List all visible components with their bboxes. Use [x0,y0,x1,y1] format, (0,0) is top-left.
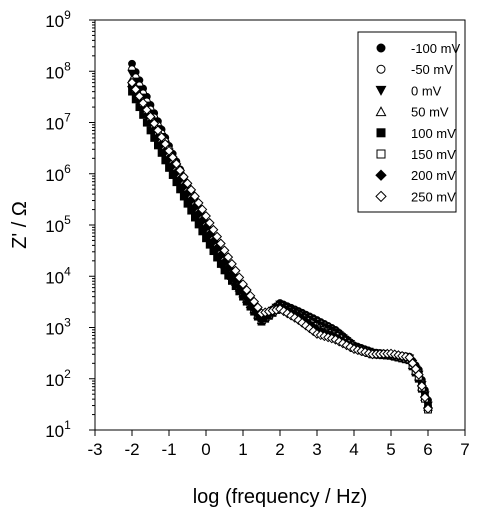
y-tick-label: 101 [45,418,71,441]
y-tick-label: 102 [45,367,71,390]
data-point [164,145,174,156]
legend-marker [376,43,386,53]
x-tick-label: -2 [124,440,139,459]
data-point [138,98,149,109]
data-point [249,296,260,307]
y-axis: 101 102 103 104 105 106 107 108 109 [45,8,95,441]
data-point [160,139,171,149]
data-point [230,265,241,276]
y-tick-label: 106 [45,162,71,185]
y-tick-label: 109 [45,8,71,31]
legend-marker [375,190,387,203]
series-7 [127,77,433,414]
data-point [419,392,430,403]
legend-label: 150 mV [411,147,456,162]
data-point [130,84,141,95]
data-point [193,197,204,208]
legend-marker [376,149,386,159]
y-tick-label: 107 [45,111,71,134]
legend-marker [375,169,387,181]
legend-marker [376,128,386,138]
legend-label: 50 mV [411,105,449,120]
data-point [134,91,145,102]
data-point [127,69,137,79]
legend-marker [375,106,387,117]
data-point [186,184,197,195]
data-point [156,132,167,143]
y-tick-label: 103 [45,316,71,339]
data-point [241,285,252,295]
data-point [175,165,186,176]
x-tick-label: 6 [423,440,432,459]
y-axis-label: Z' / Ω [9,201,31,249]
legend-label: 0 mV [411,83,442,98]
x-axis-label: log (frequency / Hz) [193,486,368,508]
data-point [178,171,189,182]
data-point [201,211,211,221]
y-tick-label: 108 [45,59,71,82]
data-point [215,238,226,249]
legend-label: -100 mV [411,41,460,56]
data-point [141,104,152,115]
y-tick-label: 104 [45,264,71,287]
data-point [204,217,215,228]
legend-label: -50 mV [411,62,453,77]
x-tick-label: 7 [460,440,469,459]
x-tick-label: 1 [238,440,247,459]
data-point [152,125,163,136]
data-point [167,152,178,163]
data-point [234,272,245,283]
data-point [127,77,137,88]
legend: -100 mV -50 mV 0 mV 50 mV 100 mV 150 mV 200 mV… [357,31,460,213]
data-point [416,381,427,391]
legend-label: 100 mV [411,126,456,141]
data-point [238,279,248,290]
x-axis: -3 -2 -1 0 1 2 3 4 5 6 7 [87,430,470,459]
data-point [182,178,193,189]
data-point [171,158,182,169]
x-tick-label: 5 [386,440,395,459]
data-point [145,111,156,122]
data-point [219,245,230,256]
data-point [413,369,424,380]
data-point [208,224,219,235]
legend-marker [376,64,386,74]
legend-box [357,31,457,213]
x-tick-label: -3 [87,440,102,459]
data-point [423,403,433,414]
data-point [252,302,263,313]
x-tick-label: 4 [349,440,358,459]
x-tick-label: 2 [275,440,284,459]
data-point [223,252,234,263]
y-tick-label: 105 [45,213,71,236]
data-point [197,204,208,215]
data-point [226,258,237,269]
data-point [149,118,160,129]
x-tick-label: 0 [201,440,210,459]
data-point [245,290,256,301]
legend-marker [375,85,387,96]
x-tick-label: 3 [312,440,321,459]
data-point [212,231,223,242]
data-marks [127,59,433,414]
data-point [189,191,200,202]
x-tick-label: -1 [161,440,176,459]
legend-label: 200 mV [411,168,456,183]
legend-label: 250 mV [411,189,456,204]
